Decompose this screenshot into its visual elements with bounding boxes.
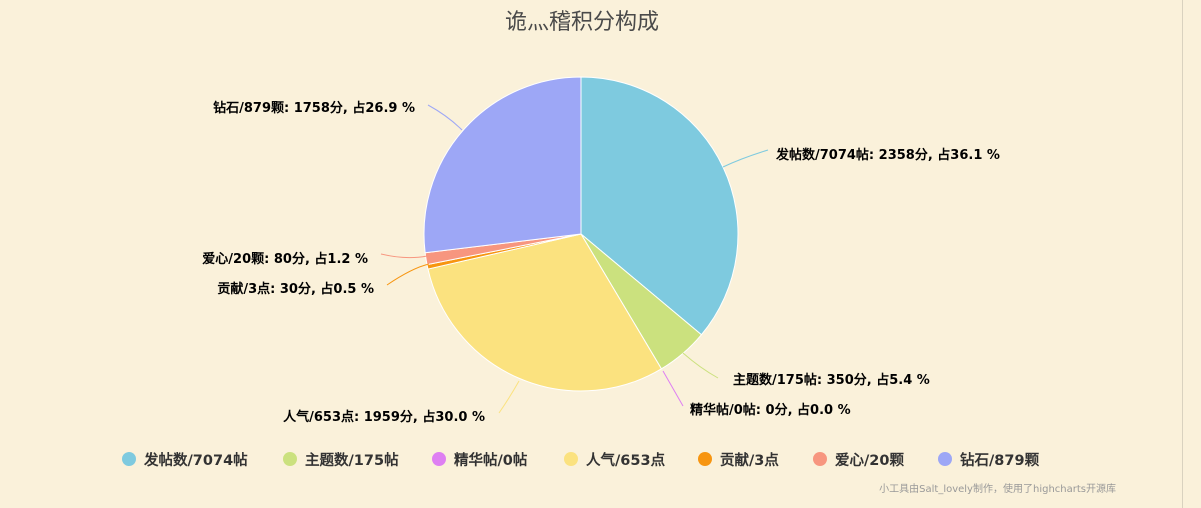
pie-slice-series-7[interactable] [423,76,582,254]
chart-title: 诡灬稽积分构成 [505,10,659,35]
data-label-series-5: 贡献/3点: 30分, 占0.5 % [217,281,374,297]
legend-marker-series-4 [564,452,578,466]
pie-slices [423,76,739,392]
legend-marker-series-7 [938,452,952,466]
legend-label-series-7: 钻石/879颗 [960,451,1040,469]
legend-item-series-2[interactable]: 主题数/175帖 [283,451,399,469]
label-connector-series-4 [498,380,520,414]
legend-item-series-7[interactable]: 钻石/879颗 [938,451,1040,469]
legend-label-series-3: 精华帖/0帖 [454,451,528,469]
label-connector-series-5 [386,263,430,286]
legend-item-series-3[interactable]: 精华帖/0帖 [432,451,528,469]
data-label-series-1: 发帖数/7074帖: 2358分, 占36.1 % [775,147,1000,163]
data-label-series-4: 人气/653点: 1959分, 占30.0 % [283,409,485,425]
legend-label-series-5: 贡献/3点 [720,451,779,469]
data-label-series-2: 主题数/175帖: 350分, 占5.4 % [733,372,930,388]
data-label-series-7: 钻石/879颗: 1758分, 占26.9 % [213,100,415,116]
label-connectors [380,104,769,414]
data-label-series-6: 爱心/20颗: 80分, 占1.2 % [202,251,368,267]
pie-slice-series-1[interactable] [580,76,739,336]
legend-label-series-1: 发帖数/7074帖 [143,451,248,469]
legend-item-series-4[interactable]: 人气/653点 [564,451,666,469]
legend-marker-series-1 [122,452,136,466]
data-labels: 发帖数/7074帖: 2358分, 占36.1 % 主题数/175帖: 350分,… [202,100,1000,425]
data-label-series-3: 精华帖/0帖: 0分, 占0.0 % [690,402,851,418]
legend: 发帖数/7074帖 主题数/175帖 精华帖/0帖 人气/653点 贡献/3点 爱心/20… [122,451,1040,469]
right-border-line [1182,0,1183,508]
legend-marker-series-3 [432,452,446,466]
pie-slice-series-4[interactable] [427,233,662,392]
legend-label-series-4: 人气/653点 [586,451,666,469]
legend-label-series-2: 主题数/175帖 [305,451,399,469]
credit-text: 小工具由Salt_lovely制作，使用了highcharts开源库 [879,482,1116,495]
legend-marker-series-6 [813,452,827,466]
legend-item-series-6[interactable]: 爱心/20颗 [813,452,904,469]
legend-marker-series-2 [283,452,297,466]
label-connector-series-7 [427,104,463,131]
legend-label-series-6: 爱心/20颗 [835,452,904,469]
label-connector-series-3 [662,370,684,407]
legend-marker-series-5 [698,452,712,466]
label-connector-series-1 [722,149,769,168]
label-connector-series-6 [380,253,428,259]
legend-item-series-1[interactable]: 发帖数/7074帖 [122,451,248,469]
label-connector-series-2 [682,352,719,379]
legend-item-series-5[interactable]: 贡献/3点 [698,451,779,469]
